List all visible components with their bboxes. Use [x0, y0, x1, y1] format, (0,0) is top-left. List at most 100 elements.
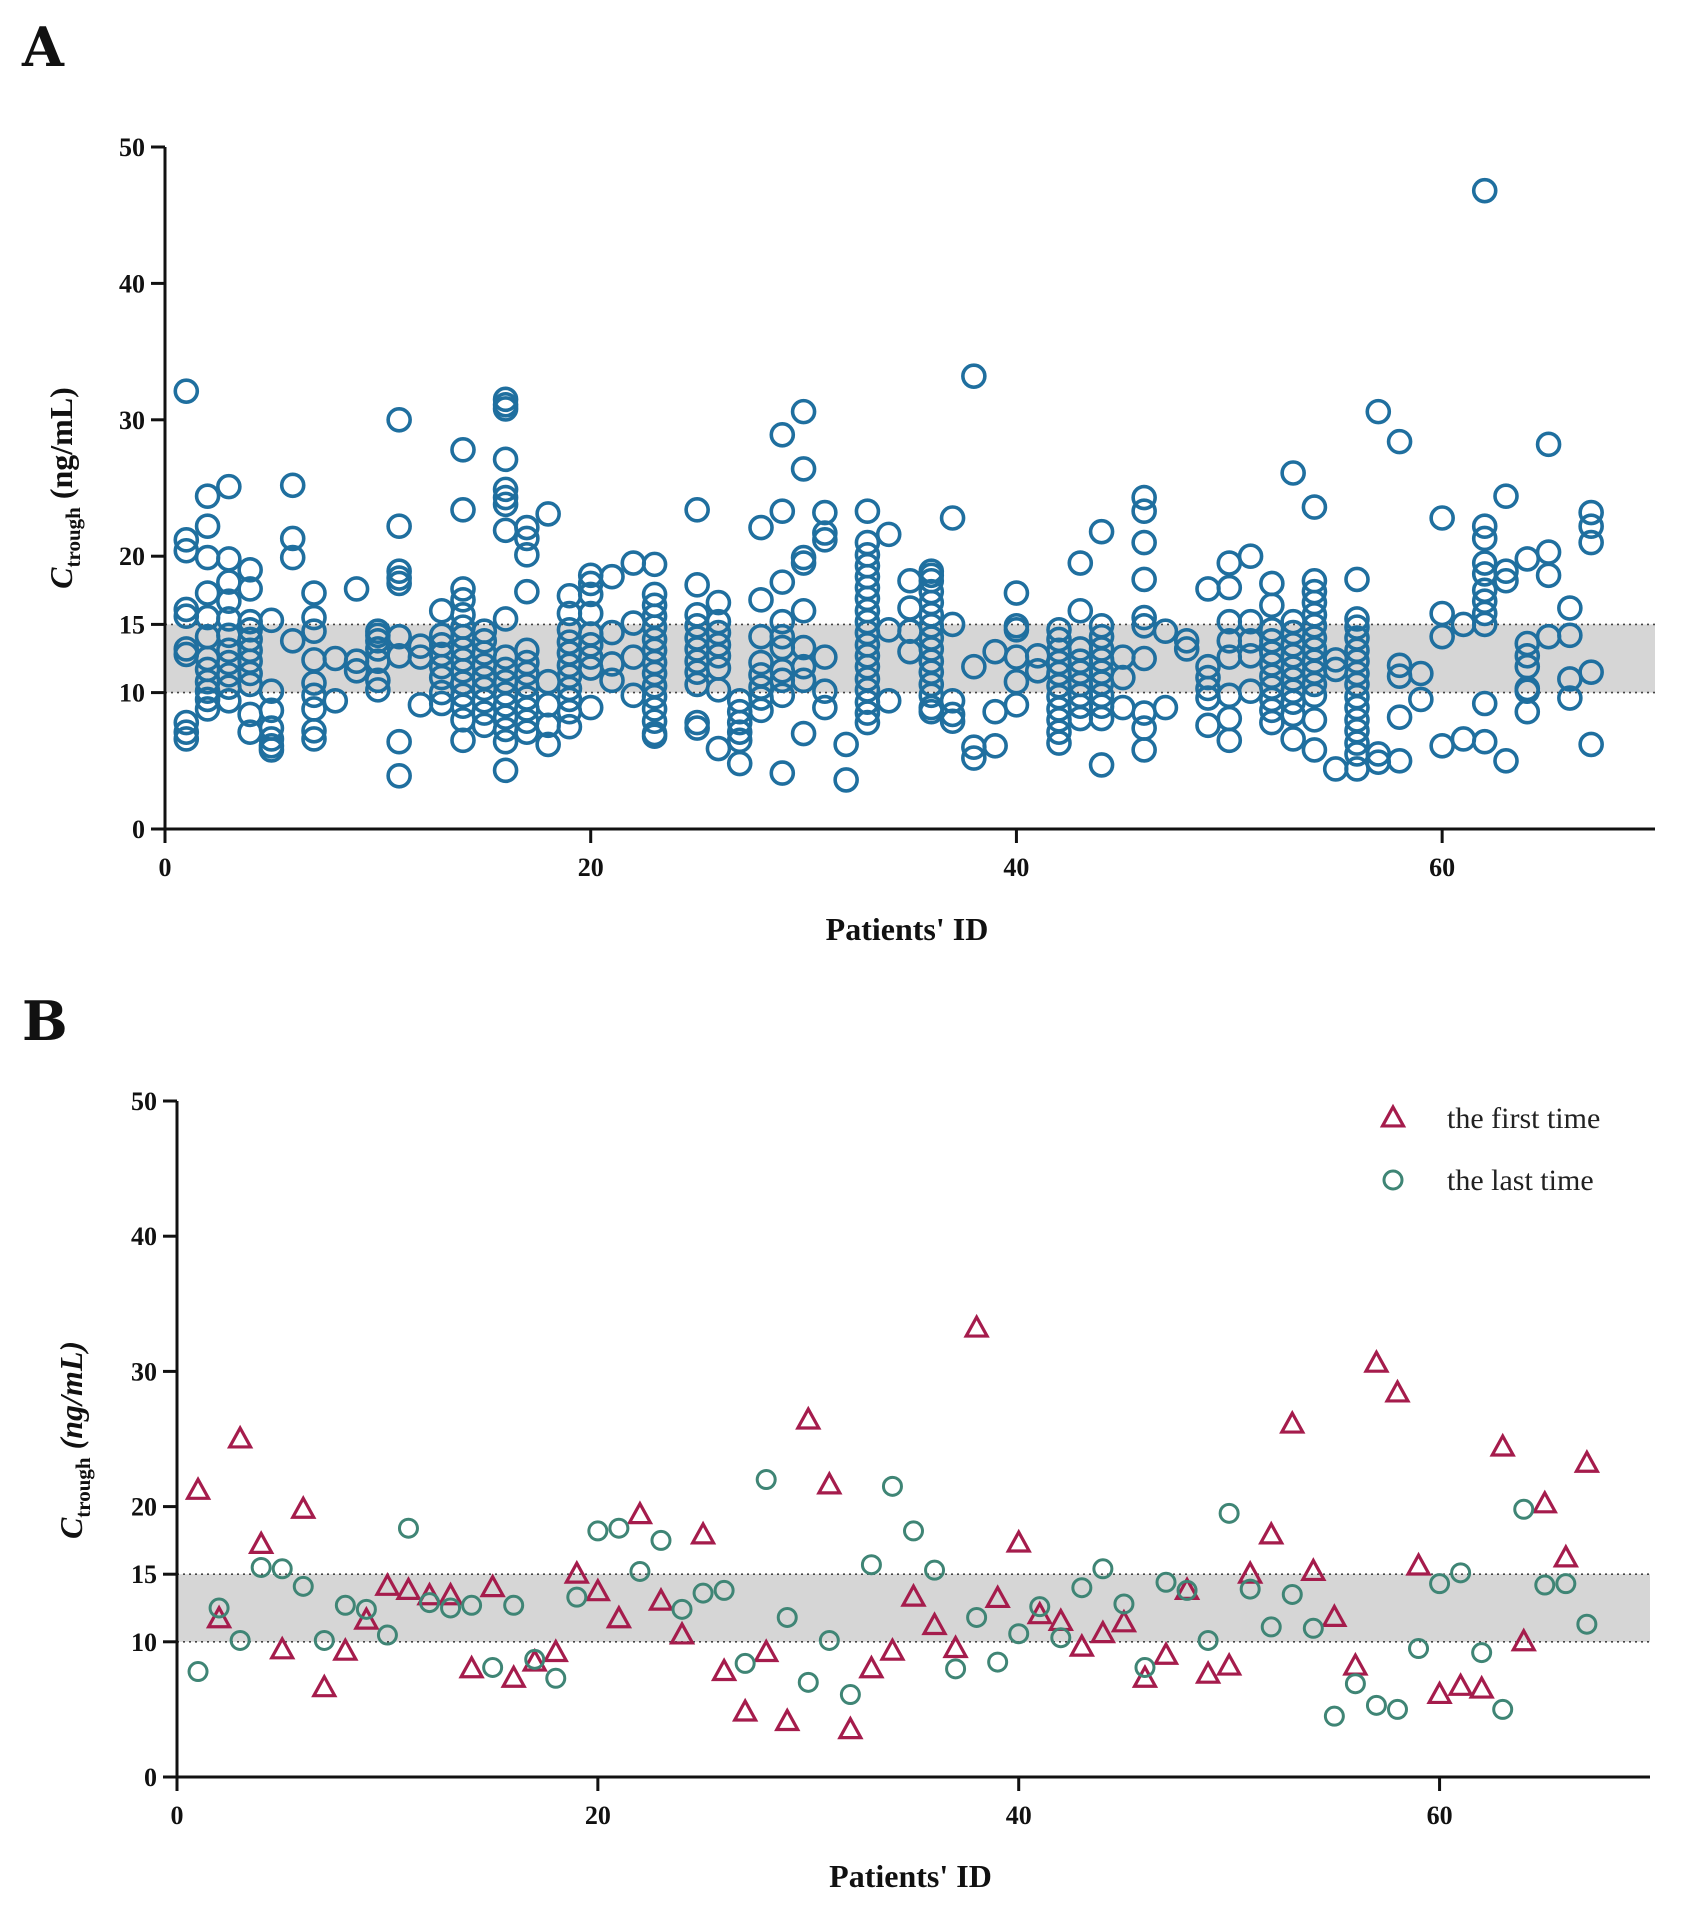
legend-circle-icon — [1382, 1169, 1404, 1191]
panel-a-point — [1216, 550, 1243, 576]
panel-a-point — [258, 697, 285, 724]
panel-a-point — [1131, 484, 1157, 511]
panel-b-y-tick-label: 30 — [131, 1357, 157, 1386]
panel-a-point — [1578, 731, 1604, 758]
panel-a-point — [1173, 627, 1200, 654]
panel-a-point — [641, 696, 668, 722]
panel-a-point — [982, 732, 1008, 759]
panel-a-point — [833, 767, 859, 793]
panel-a-point — [173, 709, 200, 736]
panel-b-point-the-last-time — [776, 1606, 798, 1628]
panel-a-point — [769, 569, 796, 595]
panel-b-point-the-first-time — [1279, 1409, 1306, 1434]
panel-a-x-tick-label: 60 — [1429, 853, 1455, 882]
panel-b-point-the-first-time — [1089, 1619, 1117, 1644]
panel-a-point — [641, 551, 668, 578]
panel-a-point — [173, 378, 200, 404]
panel-b-point-the-first-time — [395, 1576, 422, 1600]
panel-a-point — [961, 653, 987, 680]
panel-b-point-the-last-time — [229, 1629, 251, 1651]
panel-b-point-the-first-time — [584, 1577, 612, 1602]
panel-a-point — [492, 728, 519, 755]
panel-b-x-ticks: 0 20 40 60 — [171, 1777, 1453, 1830]
panel-a-point — [982, 698, 1008, 725]
panel-a-point — [769, 498, 796, 524]
panel-a-point — [748, 697, 774, 724]
panel-a-y-axis-title-symbol: C — [43, 567, 79, 589]
panel-a-point — [194, 513, 221, 539]
panel-a-y-tick-label: 15 — [119, 610, 145, 639]
panel-a-point — [1535, 431, 1562, 458]
panel-b-point-the-last-time — [1092, 1558, 1114, 1580]
panel-a-point — [1301, 494, 1328, 520]
panel-a-point — [1493, 558, 1519, 585]
panel-b-point-the-first-time — [647, 1586, 675, 1611]
panel-a-point — [641, 723, 668, 750]
panel-a-point — [833, 731, 859, 758]
panel-b-y-tick-label: 0 — [144, 1763, 157, 1792]
panel-a-point — [1088, 705, 1115, 732]
panel-b-y-tick-label: 15 — [131, 1560, 157, 1589]
panel-a-point — [1131, 715, 1157, 741]
panel-b-point-the-first-time — [710, 1657, 738, 1682]
panel-a-point — [1493, 483, 1519, 509]
panel-a-point — [1131, 566, 1157, 593]
panel-a-point — [1557, 595, 1583, 621]
panel-b-point-the-first-time — [1110, 1608, 1138, 1633]
panel-a-point — [514, 578, 540, 605]
panel-a-point — [450, 497, 476, 523]
panel-b-point-the-first-time — [605, 1604, 633, 1629]
panel-a-point — [790, 456, 817, 482]
panel-b-point-the-first-time — [563, 1559, 590, 1584]
panel-a-point — [748, 514, 774, 541]
panel-a-point — [514, 660, 540, 687]
panel-a-point — [1131, 604, 1157, 631]
panel-b-point-the-first-time — [1573, 1449, 1601, 1473]
panel-a-point — [1450, 726, 1477, 752]
panel-a-point — [1365, 398, 1392, 425]
panel-a-point — [1471, 550, 1498, 576]
panel-b-point-the-last-time — [566, 1586, 588, 1608]
panel-b-point-the-last-time — [1555, 1573, 1577, 1595]
panel-a-point — [365, 677, 391, 703]
panel-a-points — [173, 177, 1604, 793]
panel-a-point — [237, 660, 263, 687]
panel-b-point-the-last-time — [608, 1517, 630, 1539]
panel-a-point — [386, 763, 412, 789]
panel-a-point — [705, 642, 732, 669]
panel-b-point-the-first-time — [942, 1634, 969, 1659]
panel-b-point-the-first-time — [816, 1470, 843, 1495]
panel-a-point — [1471, 177, 1498, 204]
panel-a-point — [939, 701, 966, 728]
panel-a-point — [279, 627, 306, 654]
panel-a-point — [1110, 694, 1136, 721]
panel-b-point-the-first-time — [879, 1636, 906, 1661]
panel-a-point — [961, 363, 987, 389]
panel-a-point — [1003, 580, 1030, 606]
panel-b-point-the-last-time — [482, 1656, 504, 1678]
panel-a-point — [748, 587, 774, 613]
panel-a-point — [705, 589, 732, 616]
panel-b-y-axis-title-unit: (ng/mL) — [53, 1341, 89, 1457]
panel-a-point — [1003, 692, 1030, 718]
panel-a-point — [1173, 636, 1200, 662]
panel-a-point — [939, 708, 966, 735]
panel-a-point — [641, 708, 668, 735]
panel-a-point — [1216, 574, 1243, 601]
panel-a-point — [343, 657, 370, 684]
panel-a-point — [1493, 567, 1519, 594]
panel-a-point — [514, 542, 540, 568]
panel-a-point — [1578, 499, 1604, 526]
panel-b-point-the-last-time — [440, 1597, 462, 1619]
panel-a-point — [216, 546, 242, 572]
panel-b-legend: the first time the last time — [1379, 1102, 1600, 1197]
panel-a-point — [386, 558, 412, 585]
panel-b-point-the-last-time — [1260, 1616, 1282, 1638]
panel-a-point — [1280, 460, 1306, 486]
panel-a-point — [1152, 618, 1179, 645]
panel-a-point — [790, 653, 817, 680]
panel-a-y-tick-label: 20 — [119, 542, 145, 571]
panel-a-point — [726, 709, 753, 736]
panel-b-point-the-last-time — [1281, 1583, 1303, 1605]
panel-b-point-the-last-time — [1323, 1705, 1345, 1727]
